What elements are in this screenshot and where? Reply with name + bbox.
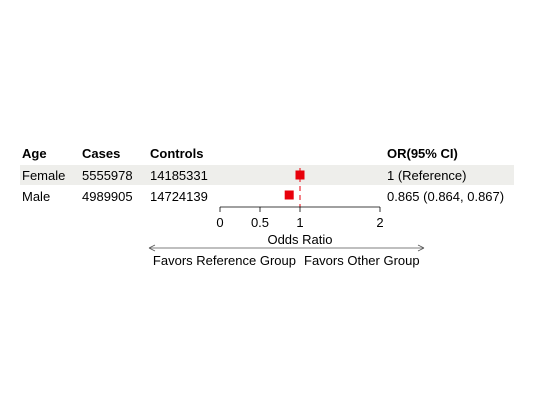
row-stripe-female: [20, 165, 514, 185]
x-tick-label-1: 1: [296, 215, 303, 230]
favors-arrows: [148, 244, 425, 252]
row-male-controls: 14724139: [150, 189, 208, 204]
marker-female: [295, 170, 305, 180]
row-male-or-ci: 0.865 (0.864, 0.867): [387, 189, 504, 204]
marker-male: [284, 190, 294, 200]
row-female-cases: 5555978: [82, 168, 133, 183]
favors-right-label: Favors Other Group: [304, 253, 420, 268]
row-female-controls: 14185331: [150, 168, 208, 183]
favors-right-arrowhead: [417, 244, 425, 252]
header-or-ci: OR(95% CI): [387, 146, 458, 161]
x-axis-title: Odds Ratio: [267, 232, 332, 247]
x-tick-label-0.5: 0.5: [251, 215, 269, 230]
header-age: Age: [22, 146, 47, 161]
favors-left-label: Favors Reference Group: [153, 253, 296, 268]
header-cases: Cases: [82, 146, 120, 161]
x-tick-label-2: 2: [376, 215, 383, 230]
favors-left-arrowhead: [148, 244, 156, 252]
x-axis: 0 0.5 1 2: [216, 206, 384, 230]
header-controls: Controls: [150, 146, 203, 161]
row-female-group: Female: [22, 168, 65, 183]
row-male-group: Male: [22, 189, 50, 204]
x-tick-label-0: 0: [216, 215, 223, 230]
marker-layer: [284, 170, 305, 200]
row-male-cases: 4989905: [82, 189, 133, 204]
row-female-or-ci: 1 (Reference): [387, 168, 466, 183]
